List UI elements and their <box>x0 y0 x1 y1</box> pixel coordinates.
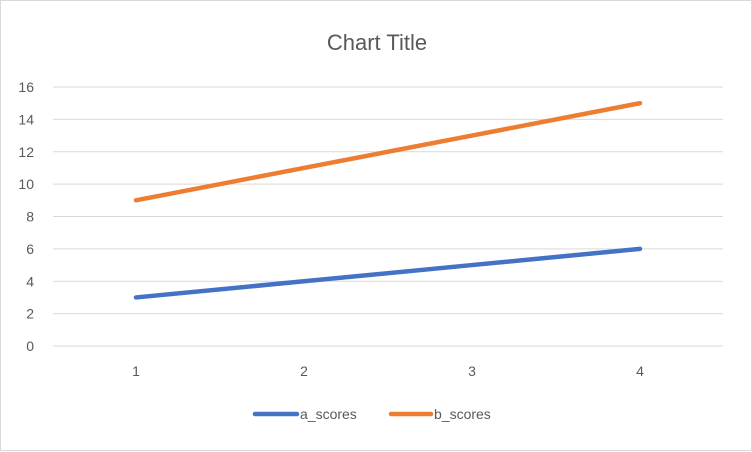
y-tick-label: 6 <box>26 241 34 257</box>
series-line-b-scores <box>133 100 643 203</box>
y-tick-label: 16 <box>18 79 34 95</box>
x-tick-label: 4 <box>636 363 644 379</box>
y-tick-label: 0 <box>26 338 34 354</box>
chart-title: Chart Title <box>327 30 427 55</box>
y-tick-label: 2 <box>26 306 34 322</box>
y-tick-label: 12 <box>18 144 34 160</box>
gridlines <box>53 86 723 347</box>
x-tick-label: 3 <box>468 363 476 379</box>
series-line-a-scores <box>133 246 643 300</box>
y-tick-label: 8 <box>26 209 34 225</box>
x-axis-tick-labels: 1 2 3 4 <box>132 363 644 379</box>
y-tick-label: 14 <box>18 111 34 127</box>
legend-label-a-scores: a_scores <box>300 406 357 422</box>
series-lines <box>133 100 643 300</box>
y-tick-label: 10 <box>18 176 34 192</box>
x-tick-label: 2 <box>300 363 308 379</box>
legend-label-b-scores: b_scores <box>434 406 491 422</box>
y-axis-tick-labels: 0 2 4 6 8 10 12 14 16 <box>18 79 34 354</box>
legend: a_scores b_scores <box>252 406 491 422</box>
x-tick-label: 1 <box>132 363 140 379</box>
y-tick-label: 4 <box>26 273 34 289</box>
